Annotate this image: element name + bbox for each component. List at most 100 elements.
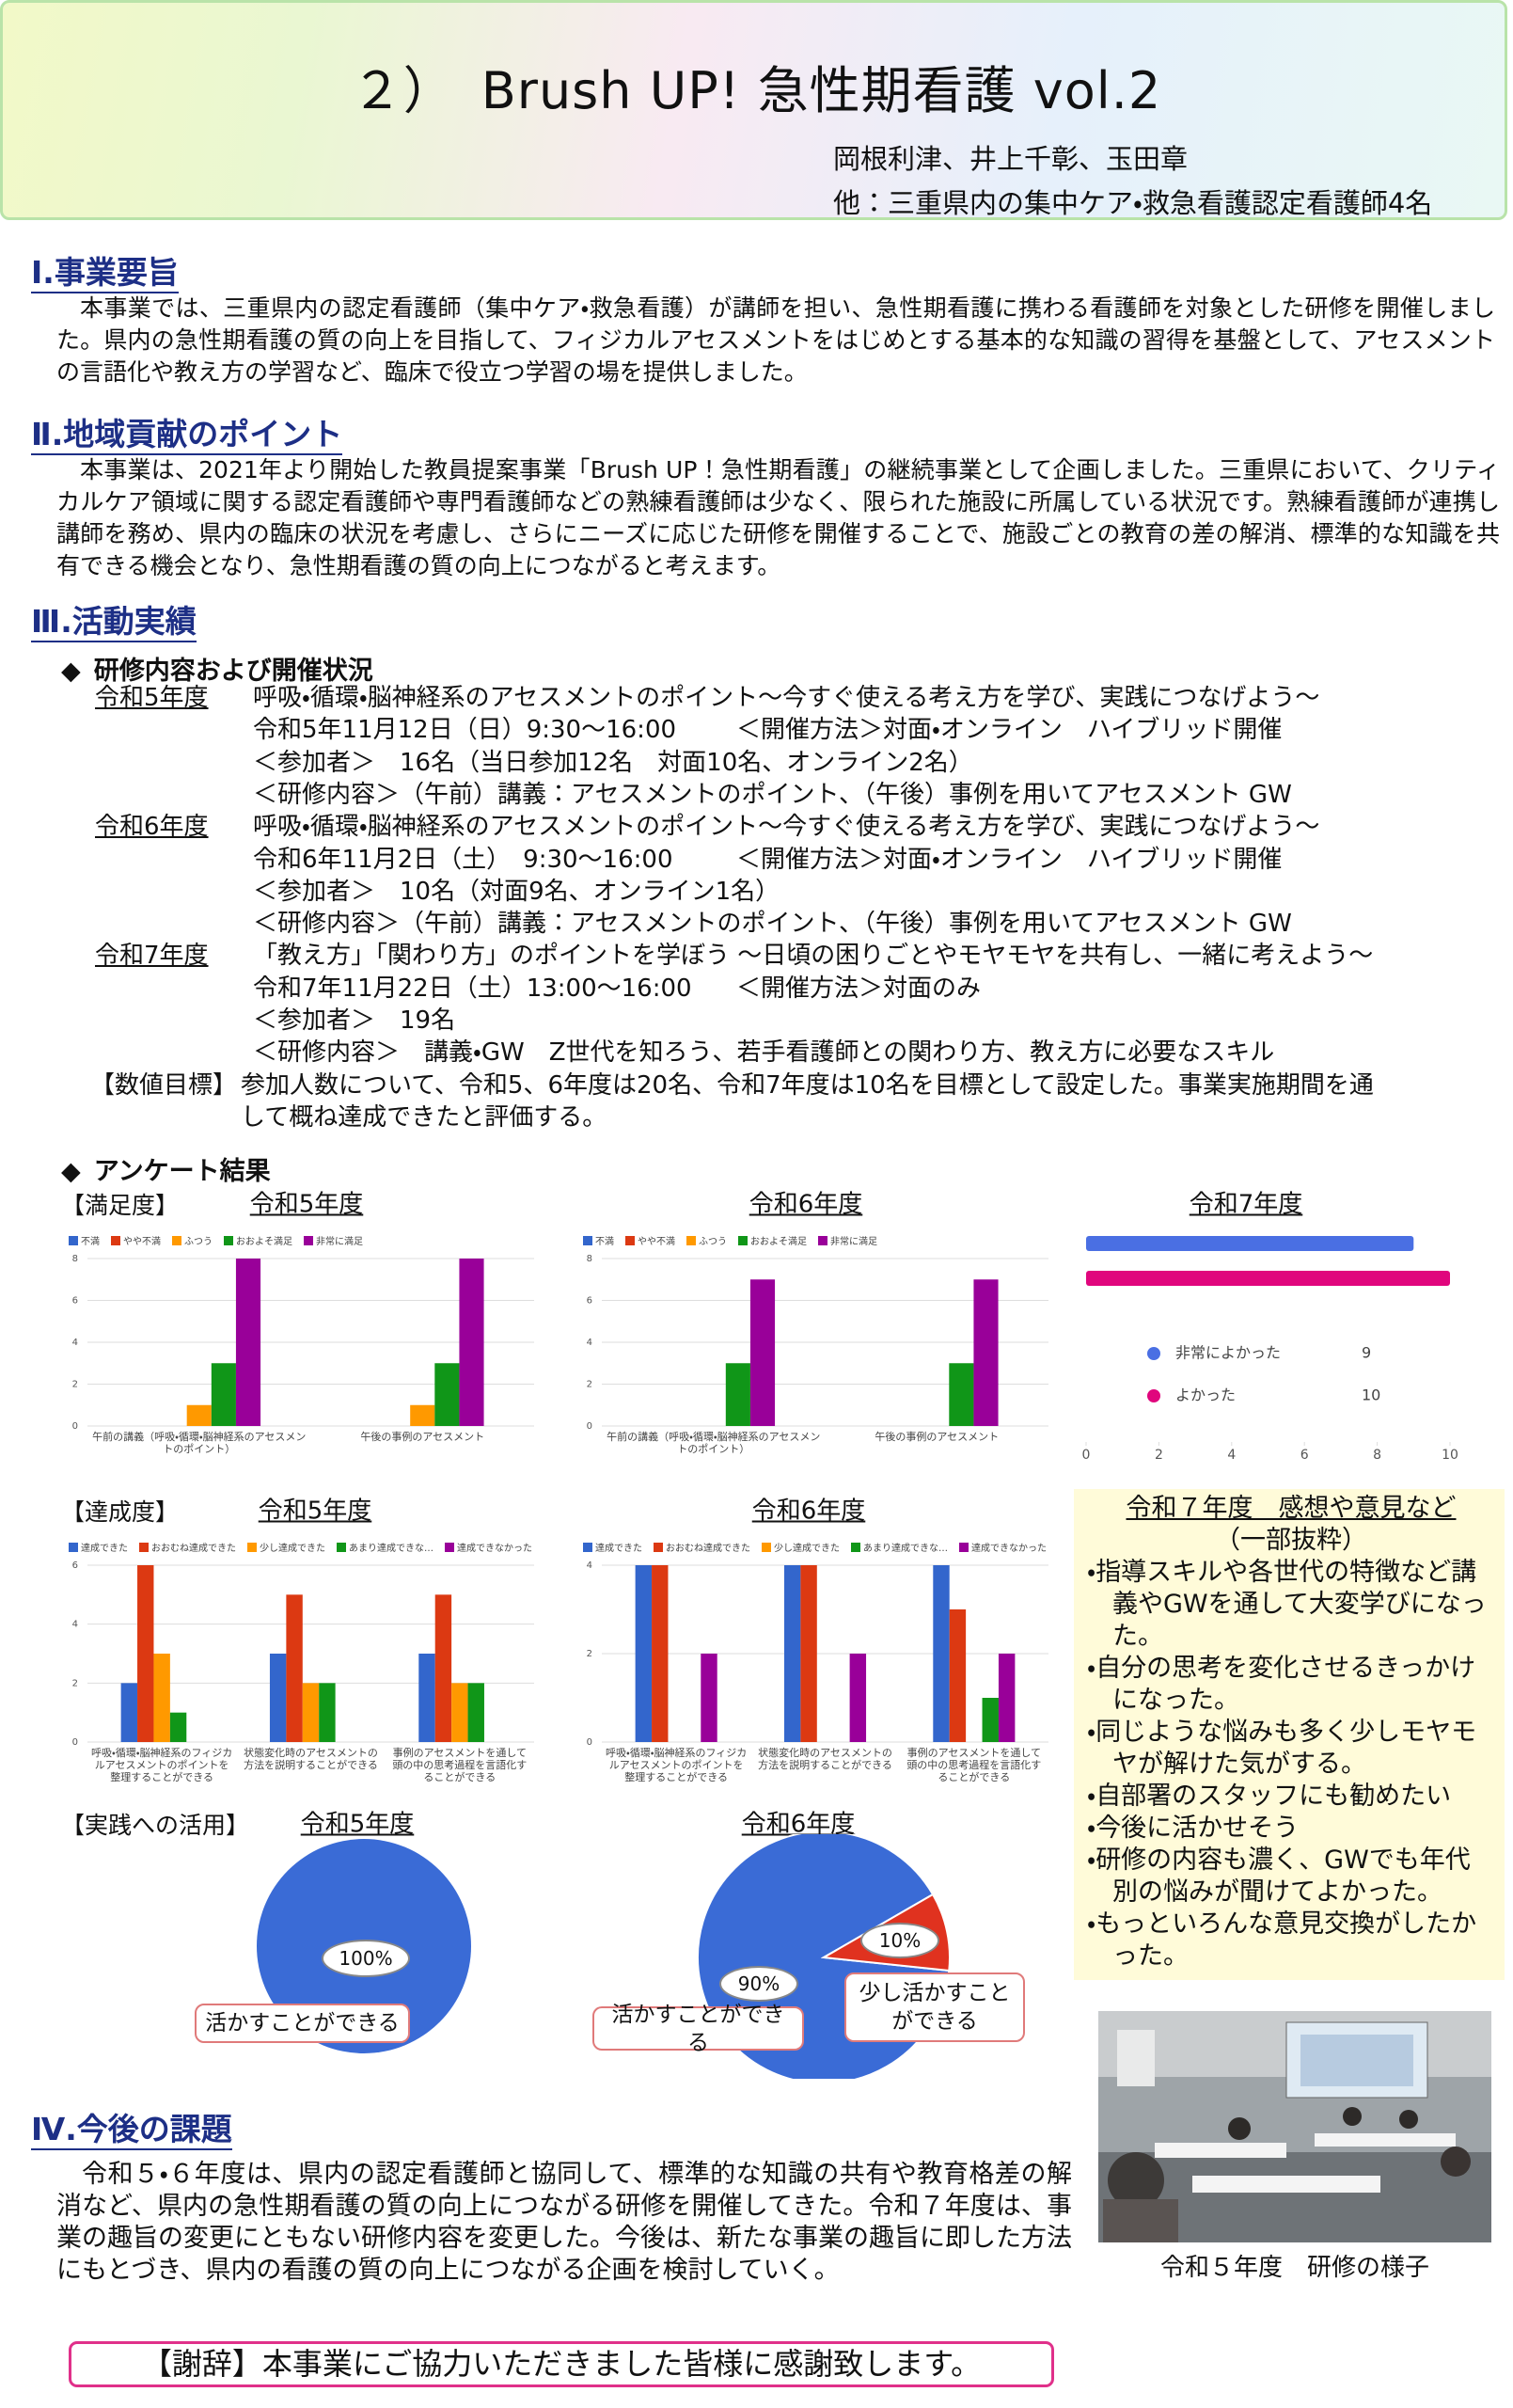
survey-label: 【実践への活用】: [61, 1812, 250, 1839]
legend-swatch: [583, 1236, 592, 1245]
y-tick-label: 4: [587, 1338, 592, 1348]
x-tick-label: 4: [1227, 1448, 1236, 1463]
training-participants: ＜参加者＞ 10名（対面9名、オンライン1名）: [253, 877, 780, 906]
legend-label: 少し達成できた: [774, 1542, 840, 1554]
year-label: 令和7年度: [95, 942, 209, 971]
legend-label: ふつう: [699, 1236, 727, 1247]
y-tick-label: 2: [72, 1678, 78, 1688]
board: [1117, 2030, 1155, 2086]
y-tick-label: 0: [72, 1737, 78, 1748]
legend-swatch: [69, 1236, 78, 1245]
training-participants: ＜参加者＞ 16名（当日参加12名 対面10名、オンライン2名）: [253, 748, 973, 777]
bar: [459, 1259, 484, 1426]
training-method: ＜開催方法＞対面のみ: [736, 974, 982, 1003]
y-tick-label: 2: [587, 1380, 592, 1390]
bar: [451, 1683, 468, 1742]
bar: [434, 1594, 452, 1742]
desk: [1315, 2133, 1456, 2147]
legend-label: やや不満: [638, 1236, 675, 1247]
chart: 不満 やや不満 ふつう おおよそ満足 非常に満足 0 2 4 6 8 午前の講義（呼吸・循環・脳神経…: [575, 1228, 1060, 1475]
legend-swatch: [851, 1543, 860, 1552]
legend-label: 達成できた: [81, 1543, 128, 1554]
bar: [169, 1712, 187, 1742]
chart-title: 令和7年度: [1189, 1190, 1303, 1219]
legend-swatch: [111, 1236, 120, 1245]
chart-title: 令和6年度: [751, 1497, 866, 1526]
value-label: 10%: [860, 1923, 939, 1958]
person: [1228, 2117, 1251, 2140]
chart: 達成できた おおむね達成できた 少し達成できた あまり達成できな… 達成できなかった 0 2…: [61, 1535, 545, 1791]
legend-swatch: [445, 1543, 454, 1552]
x-tick-label: 状態変化時のアセスメントの方法を説明することができる: [758, 1747, 892, 1771]
legend-swatch: [762, 1543, 771, 1552]
person: [1103, 2199, 1178, 2242]
person: [1399, 2110, 1418, 2129]
target-text: 参加人数について、令和5、6年度は20名、令和7年度は10名を目標として設定した…: [241, 1070, 1374, 1132]
legend-label: おおむね達成できた: [666, 1543, 750, 1554]
legend-label: ふつう: [184, 1236, 213, 1247]
x-tick-label: 午前の講義（呼吸・循環・脳神経系のアセスメントのポイント）: [607, 1431, 821, 1455]
legend-swatch: [247, 1543, 257, 1552]
photo-caption: 令和５年度 研修の様子: [1159, 2254, 1429, 2282]
comments-list: 指導スキルや各世代の特徴など講義やGWを通して大変学びになった。自分の思考を変化…: [1087, 1557, 1495, 1972]
legend-label: あまり達成できな…: [863, 1543, 948, 1554]
bar: [652, 1565, 669, 1742]
legend-swatch: [139, 1543, 149, 1552]
x-tick-label: 2: [1155, 1448, 1163, 1463]
comment-item: 自部署のスタッフにも勧めたい: [1087, 1781, 1495, 1813]
bar: [1086, 1271, 1450, 1286]
category-label: 活かすことができる: [592, 2003, 804, 2055]
bar: [286, 1594, 303, 1742]
bar: [749, 1279, 776, 1426]
y-tick-label: 4: [72, 1620, 78, 1630]
x-tick-label: 状態変化時のアセスメントの方法を説明することができる: [244, 1747, 378, 1771]
section-heading: Ⅳ.今後の課題: [31, 2111, 232, 2150]
y-tick-label: 6: [72, 1296, 78, 1307]
legend-label: おおよそ満足: [236, 1236, 292, 1247]
legend-swatch: [69, 1543, 78, 1552]
value-label: 90%: [719, 1966, 798, 2002]
chart-svg: 達成できた おおむね達成できた 少し達成できた あまり達成できな… 達成できなかった 0 2…: [69, 1542, 534, 1748]
person: [1108, 2152, 1164, 2209]
survey-label: 【達成度】: [61, 1498, 180, 1526]
comments-title: 令和７年度 感想や意見など: [1126, 1494, 1457, 1523]
legend-label: 達成できなかった: [971, 1543, 1047, 1554]
photo: [1098, 2011, 1491, 2242]
bar: [211, 1363, 236, 1426]
bar: [319, 1683, 336, 1742]
bar: [410, 1404, 435, 1426]
target-label: 【数値目標】: [90, 1070, 238, 1100]
legend-label: やや不満: [123, 1236, 161, 1247]
comment-item: 同じような悩みも多く少しモヤモヤが解けた気がする。: [1087, 1717, 1495, 1781]
bar: [186, 1404, 212, 1426]
legend-label: あまり達成できな…: [349, 1543, 433, 1554]
legend-label: おおむね達成できた: [151, 1543, 236, 1554]
chart: 達成できた おおむね達成できた 少し達成できた あまり達成できな… 達成できなかった 0 2…: [575, 1535, 1060, 1791]
y-tick-label: 6: [72, 1560, 78, 1571]
y-tick-label: 2: [72, 1380, 78, 1390]
training-content: ＜研修内容＞（午前）講義：アセスメントのポイント、（午後）事例を用いてアセスメン…: [253, 780, 1292, 809]
legend-value: 10: [1362, 1386, 1380, 1404]
legend-label: 非常に満足: [316, 1235, 363, 1247]
x-tick-label: 6: [1300, 1448, 1309, 1463]
chart-svg: 不満 やや不満 ふつう おおよそ満足 非常に満足 0 2 4 6 8: [69, 1235, 534, 1432]
category-label: 少し活かすことができる: [844, 1972, 1025, 2042]
training-theme: 呼吸・循環・脳神経系のアセスメントのポイント～今すぐ使える考え方を学び、実践につ…: [253, 813, 1320, 842]
chart-svg: 0 2 4 6 8 10 非常によかった 9 よかった 10: [1082, 1236, 1458, 1463]
training-theme: 「教え方」「関わり方」のポイントを学ぼう ～日頃の困りごとやモヤモヤを共有し、一…: [253, 942, 1374, 971]
value-label: 100%: [322, 1940, 410, 1977]
section-heading: Ⅱ.地域貢献のポイント: [31, 416, 343, 455]
comment-item: 指導スキルや各世代の特徴など講義やGWを通して大変学びになった。: [1087, 1557, 1495, 1653]
section-body: 本事業は、2021年より開始した教員提案事業「Brush UP！急性期看護」の継…: [56, 456, 1500, 579]
legend-swatch: [224, 1236, 233, 1245]
training-date: 令和6年11月2日（土） 9:30～16:00: [253, 845, 673, 874]
legend-swatch: [304, 1236, 313, 1245]
section-heading: Ⅰ.事業要旨: [31, 254, 179, 293]
chart-title: 令和5年度: [258, 1497, 372, 1526]
legend-swatch: [738, 1236, 748, 1245]
sub-heading: アンケート結果: [61, 1150, 271, 1187]
bar: [949, 1609, 967, 1742]
person: [1441, 2147, 1471, 2177]
legend-label: 不満: [595, 1236, 614, 1247]
